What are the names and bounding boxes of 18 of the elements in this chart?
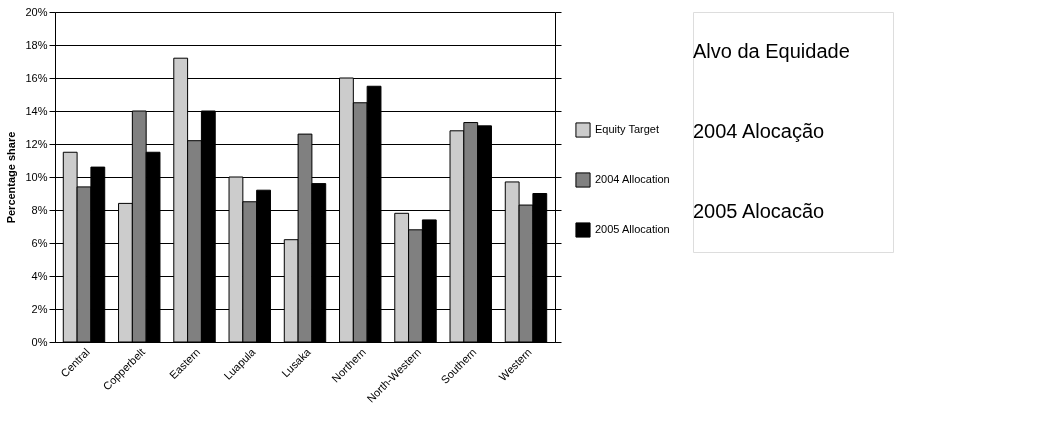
text: 2005 Alocacão	[693, 200, 825, 222]
y-axis-title: Percentage share	[5, 131, 18, 224]
text: Alvo da Equidade	[693, 40, 850, 62]
y-tick-label: 14%	[25, 104, 48, 117]
y-tick-label: 16%	[25, 71, 48, 84]
y-tick-label: 2%	[31, 302, 48, 315]
legend-label: 2004 Allocation	[595, 173, 670, 185]
y-tick-label: 20%	[25, 5, 48, 18]
y-tick-label: 6%	[31, 236, 48, 249]
y-tick-label: 12%	[25, 137, 48, 150]
y-tick-label: 18%	[25, 38, 48, 51]
y-tick-label: 4%	[31, 269, 48, 282]
y-tick-label: 10%	[25, 170, 48, 183]
legend-label: 2005 Allocation	[595, 223, 670, 235]
legend-label: Equity Target	[595, 123, 660, 135]
text: 2004 Alocação	[693, 120, 825, 142]
y-tick-label: 0%	[31, 335, 48, 348]
y-tick-label: 8%	[31, 203, 48, 216]
